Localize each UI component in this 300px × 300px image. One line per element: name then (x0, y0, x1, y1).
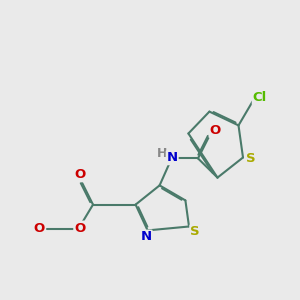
Text: O: O (209, 124, 221, 137)
Text: S: S (190, 225, 200, 239)
Text: N: N (140, 230, 152, 244)
Text: Cl: Cl (253, 91, 267, 104)
Text: N: N (167, 151, 178, 164)
Text: H: H (157, 146, 167, 160)
Text: S: S (246, 152, 255, 166)
Text: O: O (34, 221, 45, 235)
Text: O: O (74, 221, 85, 235)
Text: O: O (74, 168, 85, 182)
